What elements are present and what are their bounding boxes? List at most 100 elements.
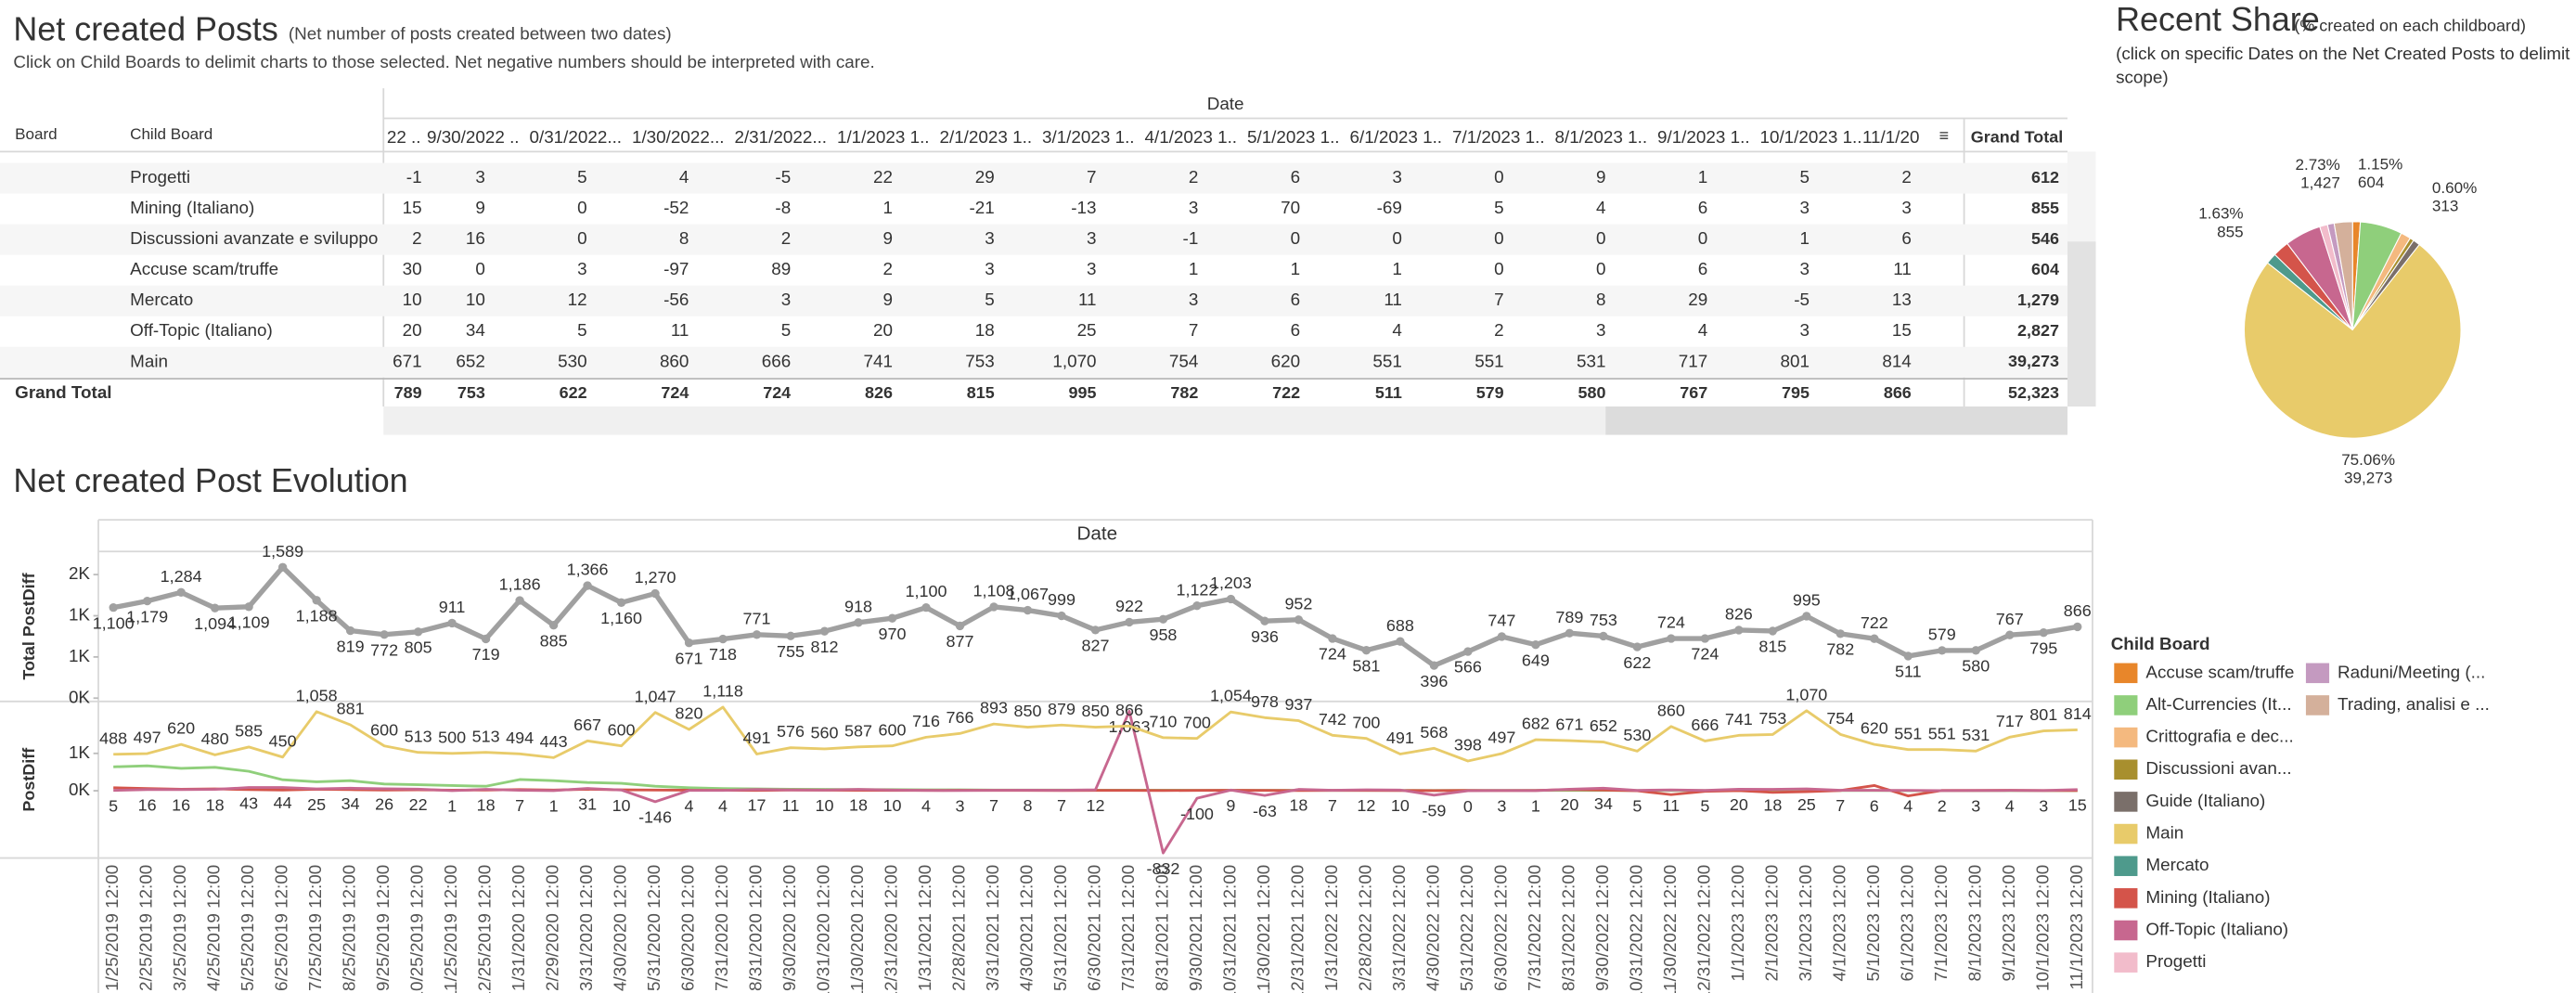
grand-total-cell: 826 <box>865 383 893 402</box>
data-label: 893 <box>980 699 1008 717</box>
data-label: 0 <box>1463 797 1473 816</box>
point <box>1192 601 1202 611</box>
data-label: 1,284 <box>161 567 202 586</box>
data-label: 819 <box>337 637 365 655</box>
data-label: 576 <box>777 722 805 741</box>
cell: 9 <box>882 290 892 309</box>
data-label: 3 <box>1497 797 1506 816</box>
legend-label: Raduni/Meeting (... <box>2338 662 2485 681</box>
cell: 0 <box>1392 228 1401 248</box>
data-label: 4 <box>718 796 728 815</box>
x-tick-label: 6/1/2023 12:00 <box>1897 865 1916 982</box>
row-label: Discussioni avanzate e sviluppo <box>130 228 378 248</box>
data-label: 585 <box>235 722 263 741</box>
point <box>616 598 626 607</box>
cell: 8 <box>1596 290 1605 309</box>
y-axis-label: PostDiff <box>19 747 38 812</box>
point <box>447 618 457 628</box>
cell: 0 <box>1291 228 1300 248</box>
cell: 3 <box>1800 198 1810 217</box>
cell: 5 <box>1494 198 1503 217</box>
x-tick-label: 11/30/2021 12:00 <box>1254 865 1273 993</box>
data-label: 560 <box>811 724 839 742</box>
data-label: 620 <box>167 719 195 738</box>
point <box>548 621 559 630</box>
data-label: 530 <box>1623 726 1651 744</box>
x-tick-label: 8/25/2019 12:00 <box>340 865 359 991</box>
cell: 3 <box>1596 320 1605 340</box>
data-label: 688 <box>1386 616 1414 635</box>
x-tick-label: 9/30/2021 12:00 <box>1186 865 1205 991</box>
point <box>1023 605 1033 615</box>
data-label: 1,366 <box>567 561 609 579</box>
cell: 3 <box>577 259 586 278</box>
pie-slice <box>2333 221 2353 330</box>
data-label: 937 <box>1284 695 1312 714</box>
data-label: 814 <box>2064 704 2092 723</box>
point <box>1802 612 1811 621</box>
cell: 22 <box>873 167 893 187</box>
column-header: 9/1/2023 1.. <box>1657 127 1750 147</box>
data-label: 622 <box>1623 653 1651 672</box>
scrollbar-thumb[interactable] <box>1605 406 2067 435</box>
legend-swatch <box>2305 695 2330 716</box>
cell: 11 <box>1384 290 1402 309</box>
data-label: 815 <box>1758 638 1786 656</box>
cell: 7 <box>1087 167 1096 187</box>
data-label: 600 <box>370 720 398 739</box>
data-label: 22 <box>409 795 428 814</box>
data-label: 25 <box>307 795 326 814</box>
data-label: 2 <box>1938 797 1947 816</box>
data-label: 497 <box>134 729 161 747</box>
x-tick-label: 7/31/2022 12:00 <box>1525 865 1544 991</box>
scrollbar-thumb[interactable] <box>2067 241 2096 407</box>
cell: 0 <box>1494 259 1503 278</box>
data-label: 396 <box>1420 672 1448 690</box>
y-tick-label: 2K <box>69 563 90 583</box>
point <box>1971 646 1980 655</box>
legend-label: Trading, analisi e ... <box>2338 694 2490 714</box>
data-label: 531 <box>1962 726 1990 744</box>
data-label: 11 <box>1663 796 1681 815</box>
data-label: 20 <box>1730 795 1748 814</box>
legend-label: Alt-Currencies (It... <box>2145 694 2291 714</box>
data-label: 34 <box>1594 794 1613 813</box>
x-tick-label: 3/1/2023 12:00 <box>1796 865 1815 982</box>
x-tick-label: 7/31/2021 12:00 <box>1118 865 1138 991</box>
chart-frame <box>0 519 2093 993</box>
x-tick-label: 2/25/2019 12:00 <box>136 865 156 991</box>
legend-label: Discussioni avan... <box>2145 758 2291 778</box>
data-label: 1,203 <box>1210 574 1252 592</box>
point <box>2039 628 2048 638</box>
point <box>413 627 423 637</box>
x-axis: 1/25/2019 12:00 2/25/2019 12:00 3/25/2019 … <box>102 865 2086 993</box>
series-line <box>113 705 2078 763</box>
cell: 2 <box>1494 320 1503 340</box>
data-label: 881 <box>337 700 365 718</box>
data-label: 755 <box>777 642 805 661</box>
data-label: 587 <box>844 721 872 740</box>
x-tick-label: 9/1/2023 12:00 <box>1999 865 2018 982</box>
data-label: 10 <box>612 796 631 815</box>
data-label: 18 <box>1289 795 1307 814</box>
grand-total-cell: 580 <box>1578 383 1605 402</box>
point <box>1632 642 1642 651</box>
cell: 0 <box>1494 228 1503 248</box>
x-tick-label: 1/25/2019 12:00 <box>102 865 122 991</box>
data-label: 5 <box>1632 796 1642 815</box>
data-label: 682 <box>1522 715 1550 733</box>
x-tick-label: 8/1/2023 12:00 <box>1964 865 1984 982</box>
data-label: 7 <box>1835 796 1845 815</box>
data-label: 5 <box>1700 796 1709 815</box>
data-label: 952 <box>1284 594 1312 613</box>
data-label: 666 <box>1691 716 1719 734</box>
cell: 551 <box>1372 351 1401 370</box>
x-tick-label: 10/25/2019 12:00 <box>407 865 427 993</box>
x-tick-label: 10/31/2020 12:00 <box>814 865 833 993</box>
cell: 620 <box>1271 351 1300 370</box>
data-label: 9 <box>1226 796 1235 815</box>
data-label: 754 <box>1826 709 1854 728</box>
data-label: 3 <box>1971 797 1980 816</box>
data-label: 5 <box>109 796 118 815</box>
point <box>1768 626 1778 636</box>
